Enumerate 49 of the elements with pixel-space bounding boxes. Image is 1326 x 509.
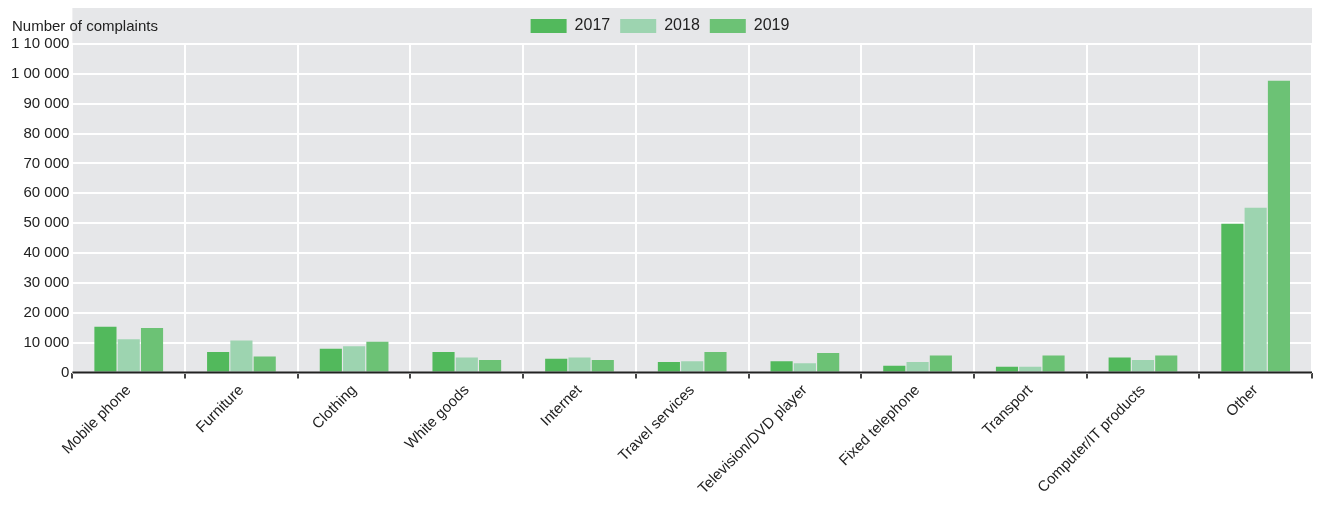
bar (681, 361, 704, 372)
legend-label: 2019 (753, 16, 790, 34)
bar (704, 351, 727, 372)
y-tick-label: 50 000 (23, 213, 70, 231)
bar (230, 340, 253, 372)
y-tick-label: 1 10 000 (11, 34, 70, 52)
bar (366, 341, 389, 372)
bar (995, 366, 1019, 372)
bar (1019, 366, 1042, 372)
bar (253, 356, 276, 372)
bar (793, 363, 816, 372)
bar (94, 326, 117, 372)
y-tick-label: 80 000 (23, 123, 70, 141)
y-tick-label: 0 (61, 362, 70, 380)
bar (1221, 223, 1244, 372)
bar (207, 351, 230, 372)
bar (591, 359, 614, 372)
y-tick-label: 20 000 (23, 302, 70, 320)
y-tick-label: 70 000 (23, 153, 70, 171)
y-tick-label: 30 000 (23, 273, 70, 291)
y-axis-title: Number of complaints (12, 16, 158, 34)
bar (1267, 80, 1291, 372)
bar (117, 339, 140, 372)
y-tick-label: 10 000 (23, 332, 70, 350)
y-tick-label: 90 000 (23, 93, 70, 111)
bar (883, 365, 906, 372)
bar (1131, 359, 1155, 372)
bar (568, 357, 591, 372)
bar (479, 359, 502, 372)
bar (1108, 357, 1131, 372)
bar (432, 351, 455, 372)
bar (770, 361, 793, 372)
bar (319, 348, 342, 372)
bar (455, 357, 478, 372)
bar (343, 346, 366, 372)
bar (545, 358, 568, 372)
legend-label: 2017 (574, 16, 611, 34)
bar (1244, 207, 1267, 372)
y-tick-label: 1 00 000 (11, 64, 70, 82)
y-tick-label: 40 000 (23, 243, 70, 261)
bar (929, 355, 952, 372)
bar (657, 362, 680, 372)
bar (140, 328, 164, 372)
bar (1155, 355, 1178, 372)
bar (906, 362, 929, 372)
y-tick-label: 60 000 (23, 183, 70, 201)
legend-label: 2018 (664, 16, 700, 34)
bar (817, 353, 840, 372)
bar (1042, 355, 1065, 372)
